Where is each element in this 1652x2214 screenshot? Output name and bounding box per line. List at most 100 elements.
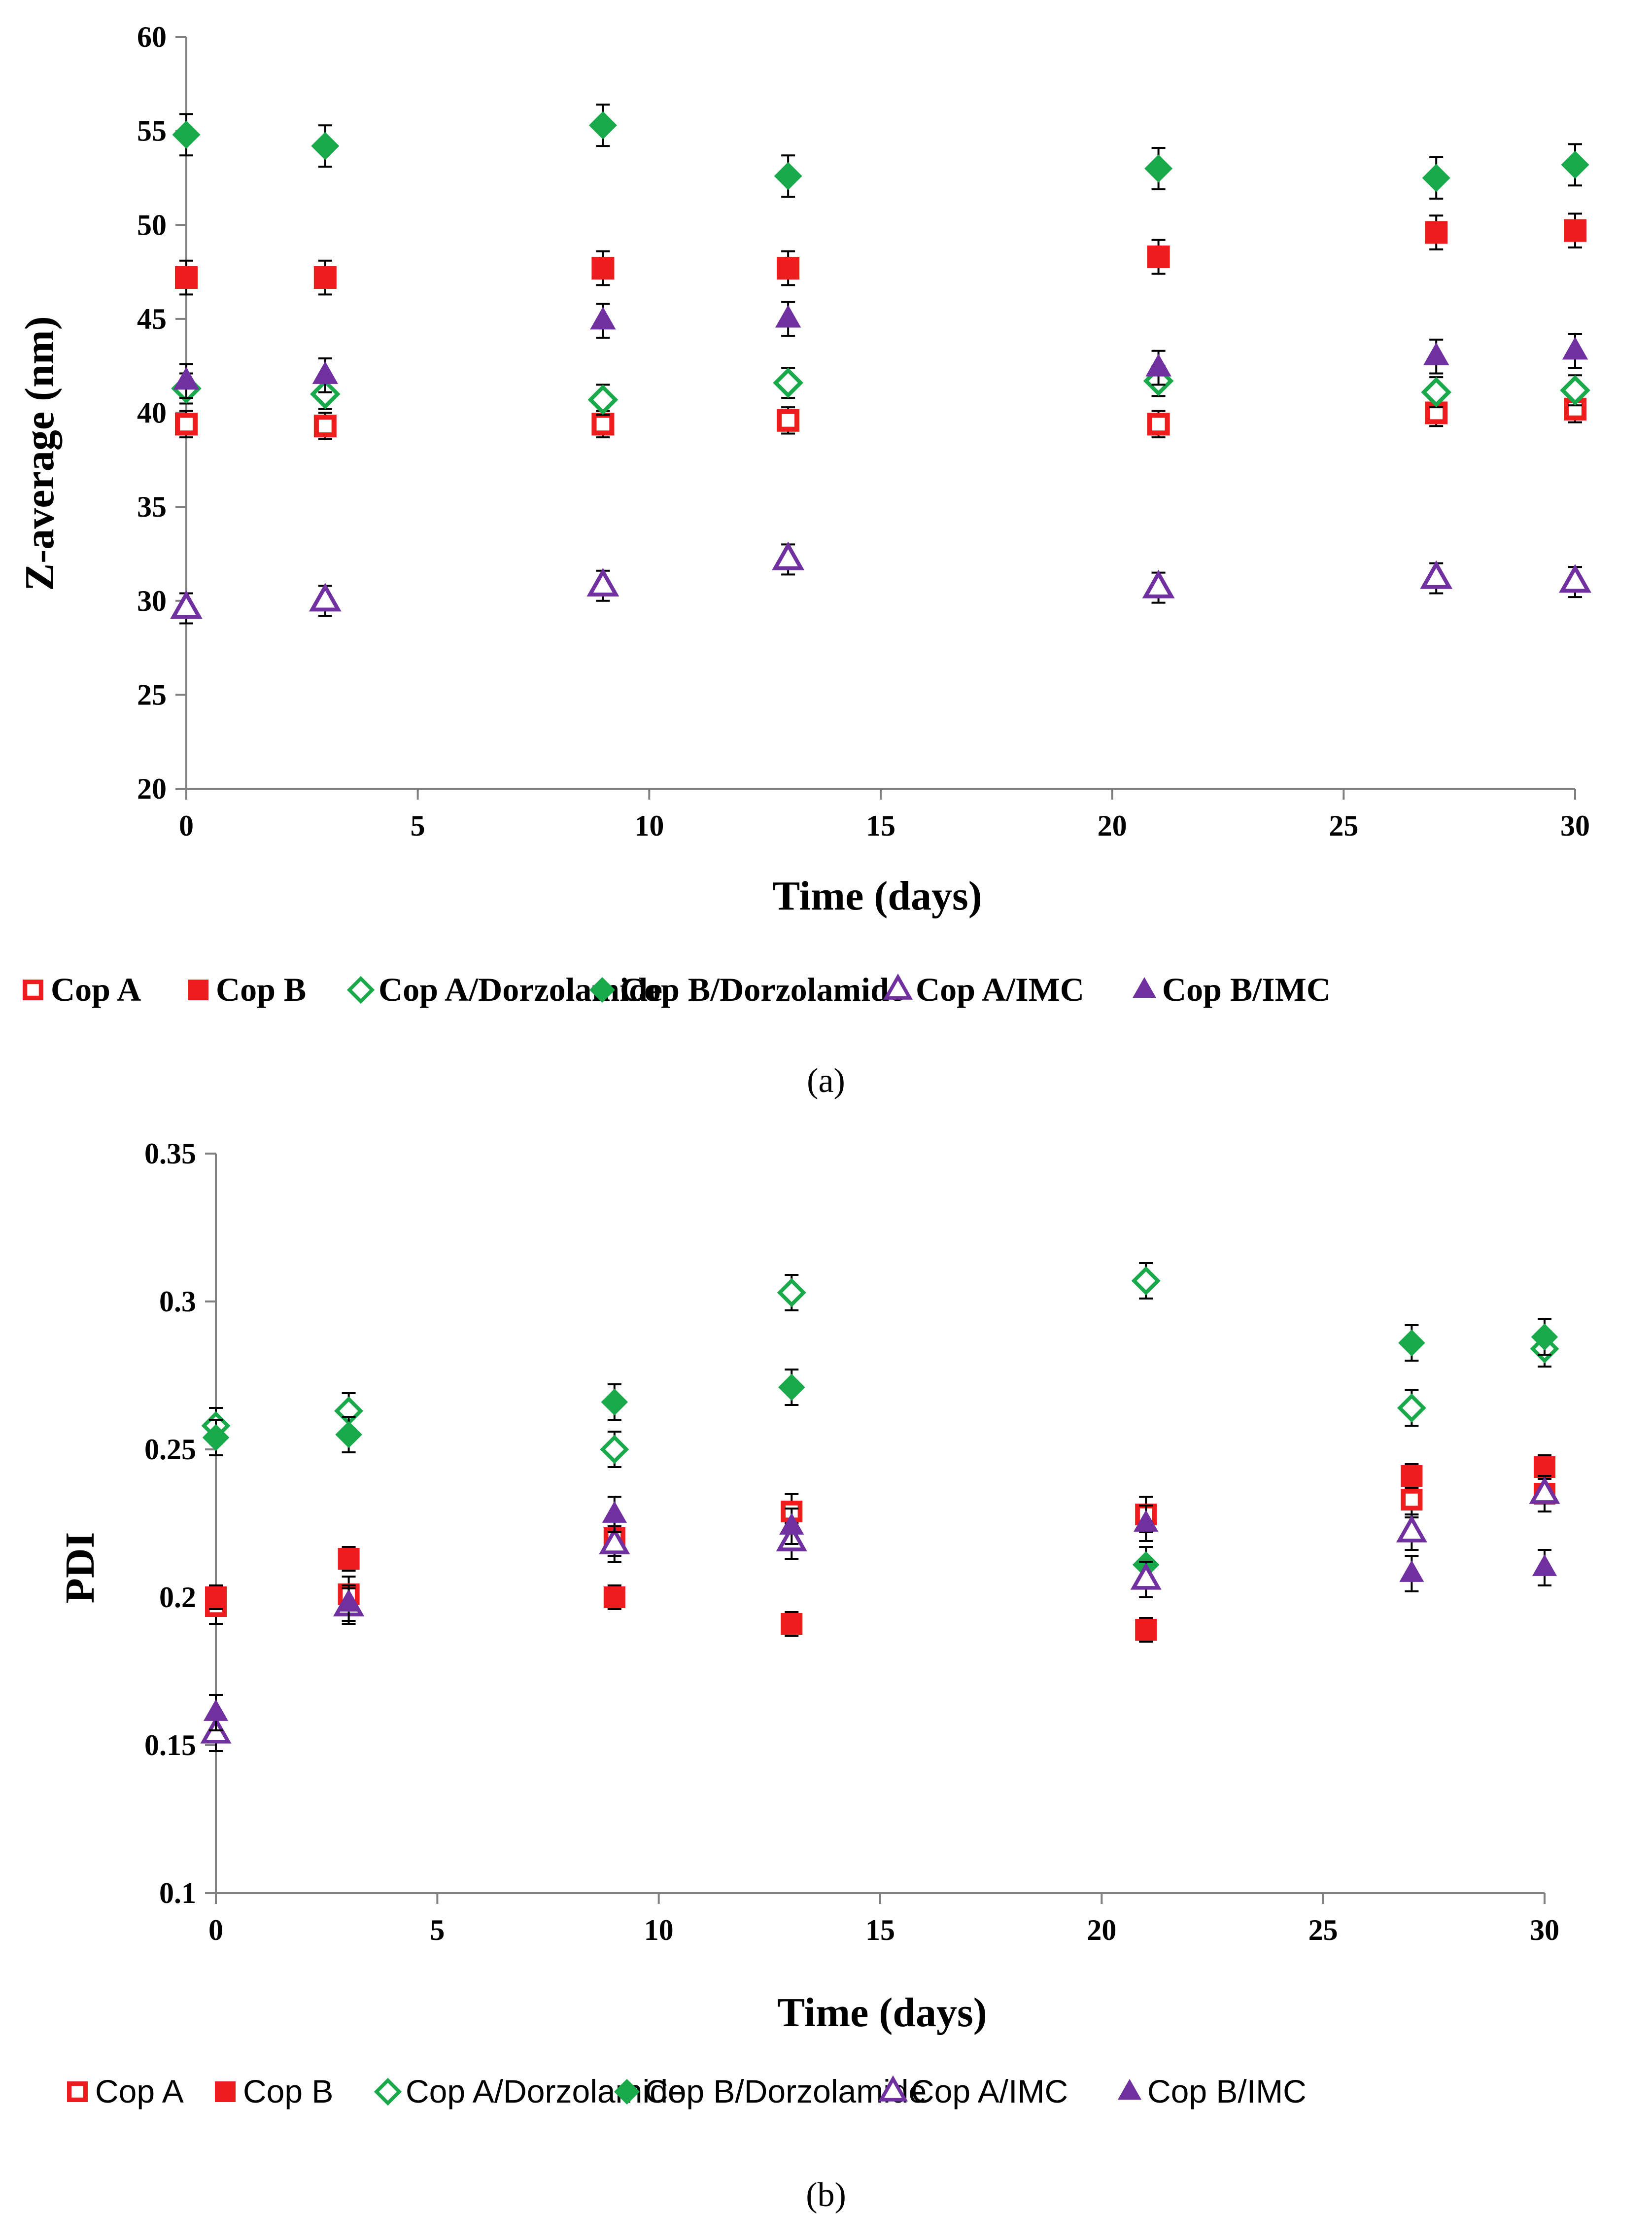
data-point xyxy=(1421,377,1452,408)
y-tick-label: 40 xyxy=(137,397,167,429)
data-point xyxy=(312,361,339,384)
caption-a: (a) xyxy=(807,1062,845,1100)
data-point xyxy=(313,266,337,289)
legend-label: Cop A/IMC xyxy=(916,971,1084,1008)
data-point xyxy=(310,379,341,410)
data-point xyxy=(1529,1476,1560,1504)
data-point xyxy=(590,307,616,330)
data-point xyxy=(1145,353,1171,377)
legend-label: Cop A/Dorzolamide xyxy=(406,2073,686,2109)
legend-marker xyxy=(346,976,375,1004)
legend-marker xyxy=(878,2075,908,2102)
data-point xyxy=(172,120,201,149)
data-point xyxy=(1144,154,1173,183)
data-point xyxy=(1131,1266,1161,1296)
series-cop-a-dorzolamide xyxy=(201,1262,1559,1468)
legend-label: Cop B/Dorzolamide xyxy=(645,2073,927,2109)
chart-panel-b: 0.1 0.15 0.2 0.25 0.3 0.35 0 5 10 15 20 25 30 Time (… xyxy=(57,1137,1560,2214)
data-point xyxy=(313,415,337,438)
legend-item: Cop B/IMC xyxy=(1133,971,1331,1008)
legend-item: Cop B/IMC xyxy=(1118,2073,1307,2109)
data-point xyxy=(1534,1456,1555,1478)
chart-panel-a: 20 25 30 35 40 45 50 55 60 0 5 10 15 20 25 30 Time (day… xyxy=(17,21,1591,1100)
data-point xyxy=(1398,1329,1425,1357)
data-point xyxy=(773,367,803,398)
data-point xyxy=(1397,1393,1426,1423)
data-point xyxy=(170,590,203,619)
x-tick-label: 10 xyxy=(634,809,664,842)
data-point xyxy=(591,256,615,280)
data-point xyxy=(338,1548,360,1570)
data-point xyxy=(587,384,619,415)
data-point xyxy=(1532,1554,1557,1576)
data-point xyxy=(777,256,800,280)
x-axis-label-a: Time (days) xyxy=(772,873,982,919)
legend-item: Cop B xyxy=(188,971,306,1008)
data-point xyxy=(1396,1515,1427,1543)
series-cop-b-dorzolamide xyxy=(202,1318,1558,1583)
data-point xyxy=(309,583,342,612)
data-point xyxy=(1147,413,1170,436)
data-point xyxy=(1420,560,1453,589)
y-tick-label: 0.2 xyxy=(159,1581,196,1614)
x-tick-label: 0 xyxy=(179,809,194,842)
legend-label: Cop B/IMC xyxy=(1147,2073,1307,2109)
data-point xyxy=(202,1424,230,1451)
x-tick-label: 30 xyxy=(1530,1914,1559,1946)
data-point xyxy=(774,162,802,190)
legend-marker xyxy=(589,977,616,1003)
x-tick-label: 15 xyxy=(865,1914,895,1946)
data-point xyxy=(588,111,617,140)
series-cop-a-imc xyxy=(200,1475,1560,1752)
data-point xyxy=(175,266,198,289)
legend-marker xyxy=(374,2077,402,2106)
legend-marker xyxy=(215,2081,236,2102)
data-point xyxy=(1147,246,1170,269)
legend-label: Cop B/Dorzolamide xyxy=(620,971,904,1008)
y-tick-label: 25 xyxy=(137,678,167,711)
data-point xyxy=(772,541,805,570)
y-tick-label: 35 xyxy=(137,491,167,523)
data-point xyxy=(1401,1489,1423,1511)
legend-label: Cop A/IMC xyxy=(911,2073,1068,2109)
series-cop-a xyxy=(174,395,1587,440)
data-point xyxy=(1422,164,1450,192)
x-tick-label: 25 xyxy=(1329,809,1358,842)
y-tick-label: 0.3 xyxy=(159,1285,196,1318)
legend-label: Cop B xyxy=(243,2073,333,2109)
data-point xyxy=(1564,219,1586,242)
data-point xyxy=(1135,1619,1157,1641)
series-cop-b-dorzolamide xyxy=(172,104,1589,200)
data-point xyxy=(1560,375,1590,406)
x-tick-label: 30 xyxy=(1560,809,1590,842)
x-tick-label: 5 xyxy=(411,809,425,842)
data-point xyxy=(336,1589,361,1612)
legend-marker xyxy=(22,979,43,1000)
data-point xyxy=(591,413,615,436)
legend-label: Cop A xyxy=(95,2073,184,2109)
y-tick-label: 0.15 xyxy=(144,1729,196,1761)
legend-item: Cop A/Dorzolamide xyxy=(374,2073,686,2109)
series-cop-b-imc xyxy=(203,1496,1557,1731)
data-point xyxy=(311,132,340,160)
data-point xyxy=(601,1388,628,1416)
legend-item: Cop A/Dorzolamide xyxy=(346,971,662,1008)
y-tick-label: 60 xyxy=(137,21,167,53)
data-point xyxy=(174,413,198,436)
series-cop-a xyxy=(205,1475,1556,1625)
legend-marker xyxy=(614,2078,640,2105)
data-point xyxy=(1425,221,1448,244)
data-point xyxy=(1130,1562,1162,1590)
series-cop-b-imc xyxy=(173,301,1588,399)
data-point xyxy=(335,1421,362,1448)
data-point xyxy=(173,367,200,390)
y-axis-label-b: PDI xyxy=(57,1532,103,1604)
y-tick-label: 30 xyxy=(137,585,167,617)
x-tick-label: 25 xyxy=(1308,1914,1338,1946)
y-axis-label-a: Z-average (nm) xyxy=(17,316,63,591)
data-point xyxy=(1134,1510,1159,1532)
data-point xyxy=(1561,150,1589,179)
series-cop-b xyxy=(205,1454,1555,1643)
